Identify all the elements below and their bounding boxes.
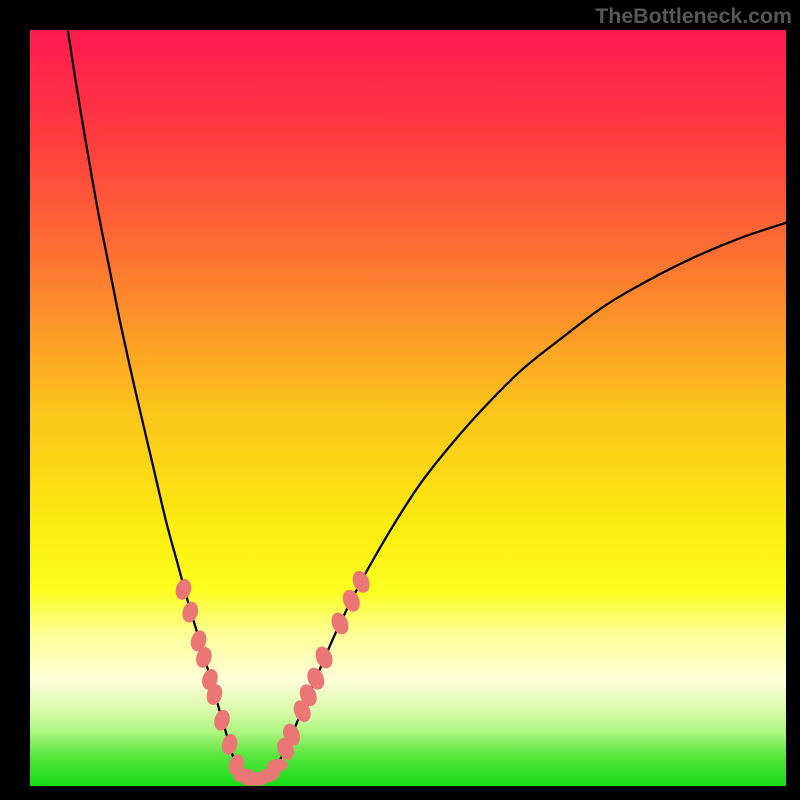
- plot-area: [30, 30, 786, 786]
- gradient-background: [30, 30, 786, 786]
- watermark-text: TheBottleneck.com: [595, 4, 792, 29]
- gradient-chart: [30, 30, 786, 786]
- chart-frame: TheBottleneck.com: [0, 0, 800, 800]
